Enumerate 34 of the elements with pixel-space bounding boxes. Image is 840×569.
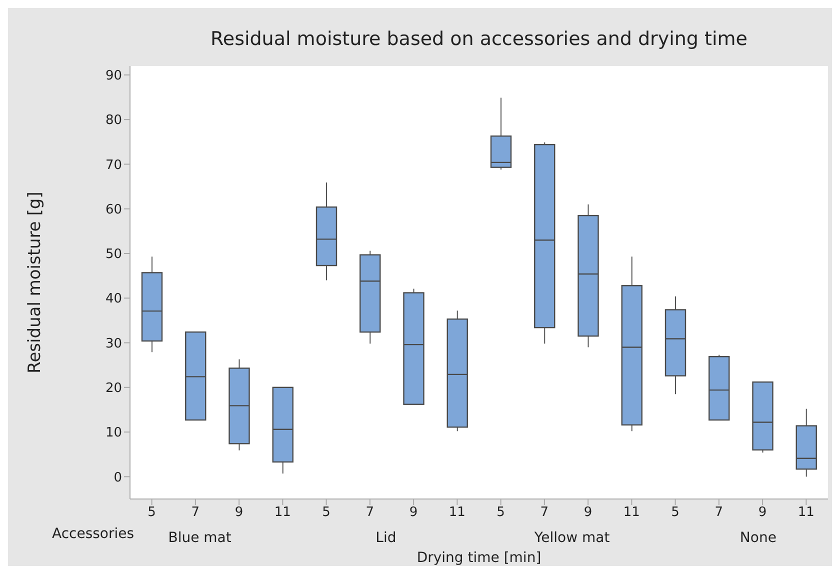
y-tick-label: 0 bbox=[114, 470, 122, 486]
y-axis-title: Residual moisture [g] bbox=[25, 192, 46, 374]
text: Blue mat bbox=[168, 530, 232, 546]
y-tick-label: 20 bbox=[105, 381, 122, 396]
x-tick-label: 11 bbox=[623, 505, 640, 520]
y-tick-label: 50 bbox=[105, 247, 122, 262]
y-tick-label: 90 bbox=[105, 68, 122, 84]
y-tick-label: 70 bbox=[105, 158, 122, 173]
y-tick-label: 30 bbox=[105, 336, 122, 352]
x-tick-label: 5 bbox=[322, 505, 330, 520]
text: Yellow mat bbox=[533, 530, 610, 546]
x-tick-label: 9 bbox=[758, 505, 767, 520]
chart-title: Residual moisture based on accessories and drying time bbox=[210, 28, 748, 50]
text: Lid bbox=[376, 530, 396, 546]
x-tick-label: 5 bbox=[496, 505, 505, 520]
x-tick-label: 7 bbox=[366, 505, 374, 520]
x-tick-label: 7 bbox=[191, 505, 200, 520]
x-tick-label: 7 bbox=[714, 505, 724, 520]
x-tick-label: 9 bbox=[234, 505, 244, 520]
x-tick-label: 9 bbox=[409, 505, 418, 520]
x-tick-label: 11 bbox=[798, 505, 814, 520]
text: None bbox=[740, 530, 776, 546]
y-tick-label: 10 bbox=[105, 426, 122, 441]
y-tick-label: 40 bbox=[105, 292, 122, 307]
text: Accessories bbox=[52, 526, 134, 542]
x-tick-label: 7 bbox=[540, 505, 549, 520]
x-tick-label: 11 bbox=[448, 505, 466, 520]
y-tick-label: 60 bbox=[105, 202, 122, 218]
x-tick-label: 5 bbox=[671, 505, 680, 520]
x-tick-label: 11 bbox=[274, 505, 291, 520]
x-tick-label: 5 bbox=[148, 505, 156, 520]
y-tick-label: 80 bbox=[105, 113, 122, 128]
x-axis-title: Drying time [min] bbox=[416, 550, 542, 566]
x-tick-label: 9 bbox=[584, 505, 592, 520]
